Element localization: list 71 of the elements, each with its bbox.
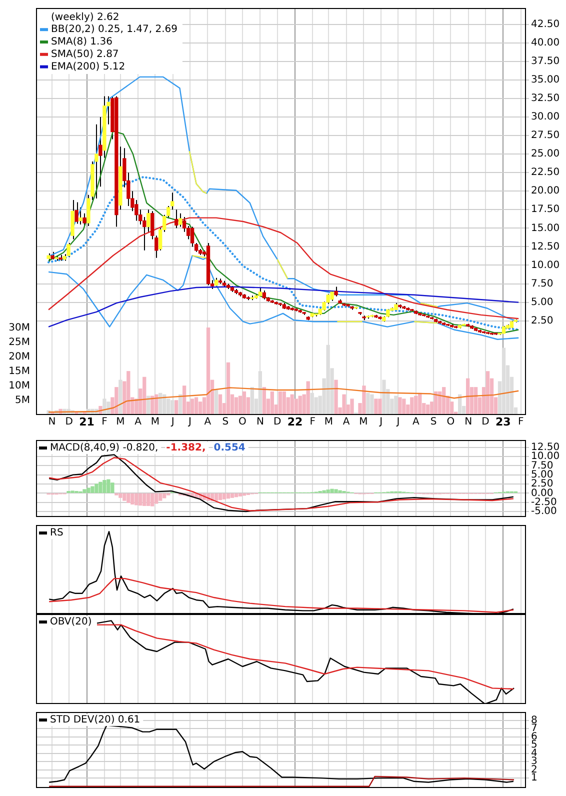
x-tick-label: A [342, 416, 350, 428]
x-tick-label: O [238, 416, 247, 428]
y-tick-label: 42.50 [531, 18, 560, 30]
y2-tick-label: 30M [8, 322, 30, 334]
legend-label: BB(20,2) 0.25, 1.47, 2.69 [51, 24, 178, 36]
y-tick-label: 35.00 [531, 74, 560, 86]
x-tick-label: N [256, 416, 264, 428]
x-tick-label: A [204, 416, 212, 428]
x-tick-label: J [396, 416, 400, 428]
x-tick-label: D [273, 416, 282, 428]
y2-tick-label: 10M [8, 380, 30, 392]
legend-label: EMA(200) 5.12 [51, 61, 126, 72]
y-tick-label: 2.50 [531, 315, 554, 326]
x-tick-label: F [102, 416, 108, 428]
y-tick-label: 22.50 [531, 167, 560, 178]
x-tick-label: 23 [496, 415, 511, 428]
y2-tick-label: 5M [15, 395, 30, 406]
y-tick-label: 5.00 [531, 469, 554, 480]
y-tick-label: 20.00 [531, 186, 560, 197]
legend-label: SMA(50) 2.87 [51, 48, 119, 60]
x-tick-label: A [134, 416, 142, 428]
y-tick-label: 7.50 [531, 460, 554, 472]
y-tick-label: 40.00 [531, 37, 560, 48]
legend-label: STD DEV(20) 0.61 [50, 714, 140, 726]
y-tick-label: 7.50 [531, 278, 554, 290]
y-tick-label: 32.50 [531, 93, 560, 104]
x-tick-label: J [378, 416, 383, 428]
y-tick-label: -5.00 [531, 506, 557, 518]
x-tick-label: J [170, 416, 174, 428]
x-tick-label: D [482, 416, 490, 428]
x-tick-label: S [222, 416, 229, 428]
y-tick-label: 37.50 [531, 56, 560, 67]
y-tick-label: 10.00 [531, 260, 560, 271]
x-tick-label: M [116, 416, 125, 428]
x-tick-label: D [65, 416, 74, 428]
y2-tick-label: 20M [8, 351, 30, 362]
y-tick-label: 10.00 [531, 451, 560, 462]
y-tick-label: 25.00 [531, 148, 560, 160]
x-tick-label: S [430, 416, 437, 428]
x-tick-label: M [150, 416, 160, 428]
text: -1.382, [166, 442, 206, 454]
x-tick-label: J [188, 416, 192, 428]
legend-label: OBV(20) [50, 616, 92, 628]
x-tick-label: 22 [287, 415, 303, 428]
y-tick-label: 30.00 [531, 112, 560, 123]
x-tick-label: A [412, 416, 420, 428]
x-tick-label: F [310, 416, 316, 428]
y-tick-label: 15.00 [531, 222, 560, 234]
x-tick-label: M [324, 416, 333, 428]
x-tick-label: 21 [79, 415, 94, 428]
y-tick-label: 0.00 [531, 488, 554, 499]
y-tick-label: 27.50 [531, 130, 560, 142]
legend-label: RS [50, 528, 64, 539]
y-tick-label: -2.50 [531, 496, 557, 508]
series-label: MACD(8,40,9) -0.820, [50, 442, 158, 454]
x-tick-label: N [464, 416, 472, 428]
annotation: 0.554 [214, 442, 246, 454]
y-tick-label: 17.50 [531, 204, 560, 216]
y-tick-label: 2.50 [531, 478, 554, 490]
x-tick-label: M [359, 416, 368, 428]
x-tick-label: N [48, 416, 56, 428]
x-tick-label: F [518, 416, 524, 428]
y-tick-label: 1 [531, 772, 538, 784]
y2-tick-label: 25M [8, 336, 30, 348]
legend-label: SMA(8) 1.36 [51, 36, 112, 48]
y-tick-label: 12.50 [531, 241, 560, 252]
x-tick-label: O [446, 416, 455, 428]
chart-title: (weekly) 2.62 [51, 12, 120, 23]
y-tick-label: 12.50 [531, 442, 560, 453]
y-tick-label: 5.00 [531, 296, 554, 308]
y2-tick-label: 15M [8, 366, 30, 377]
